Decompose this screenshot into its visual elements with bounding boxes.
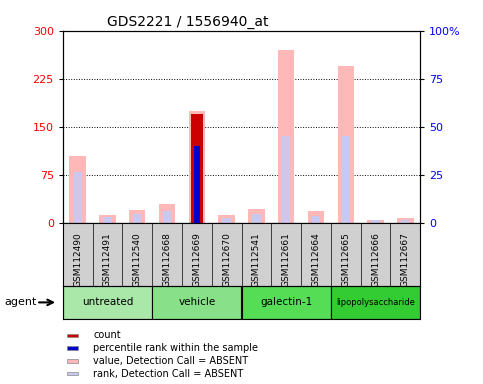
Bar [248,209,265,223]
Bar [278,50,294,223]
Text: GSM112665: GSM112665 [341,232,350,287]
Text: GSM112491: GSM112491 [103,232,112,287]
Bar [73,172,82,223]
Text: untreated: untreated [82,297,133,308]
Bar [312,216,320,223]
Bar [191,114,203,223]
Text: GSM112666: GSM112666 [371,232,380,287]
Bar [99,215,115,223]
Bar [401,220,410,223]
Bar [133,214,142,223]
Text: GSM112668: GSM112668 [163,232,171,287]
Text: GSM112661: GSM112661 [282,232,291,287]
Text: count: count [93,330,121,340]
Bar [67,346,78,350]
Bar [70,156,86,223]
Text: GSM112664: GSM112664 [312,232,320,287]
Text: percentile rank within the sample: percentile rank within the sample [93,343,258,353]
Bar [152,286,242,319]
Bar [189,111,205,223]
Bar [308,211,324,223]
Bar [371,220,380,223]
Bar [282,136,290,223]
Text: galectin-1: galectin-1 [260,297,313,308]
Text: GSM112541: GSM112541 [252,232,261,287]
Text: value, Detection Call = ABSENT: value, Detection Call = ABSENT [93,356,248,366]
Bar [338,66,354,223]
Bar [331,286,420,319]
Bar [341,136,350,223]
Bar [242,286,331,319]
Bar [163,210,171,223]
Bar [67,334,78,337]
Text: GSM112669: GSM112669 [192,232,201,287]
Bar [368,220,384,223]
Text: GSM112667: GSM112667 [401,232,410,287]
Bar [397,218,413,223]
Text: vehicle: vehicle [178,297,215,308]
Bar [129,210,145,223]
Bar [218,215,235,223]
Bar [63,286,152,319]
Bar [67,372,78,376]
Bar [159,204,175,223]
Text: GDS2221 / 1556940_at: GDS2221 / 1556940_at [107,15,269,29]
Text: lipopolysaccharide: lipopolysaccharide [336,298,415,307]
Bar [193,143,201,223]
Text: GSM112490: GSM112490 [73,232,82,287]
Text: rank, Detection Call = ABSENT: rank, Detection Call = ABSENT [93,369,243,379]
Bar [223,218,231,223]
Bar [252,214,260,223]
Bar [67,359,78,362]
Text: GSM112540: GSM112540 [133,232,142,287]
Bar [194,146,199,223]
Bar [103,217,112,223]
Text: agent: agent [5,297,37,308]
Text: GSM112670: GSM112670 [222,232,231,287]
